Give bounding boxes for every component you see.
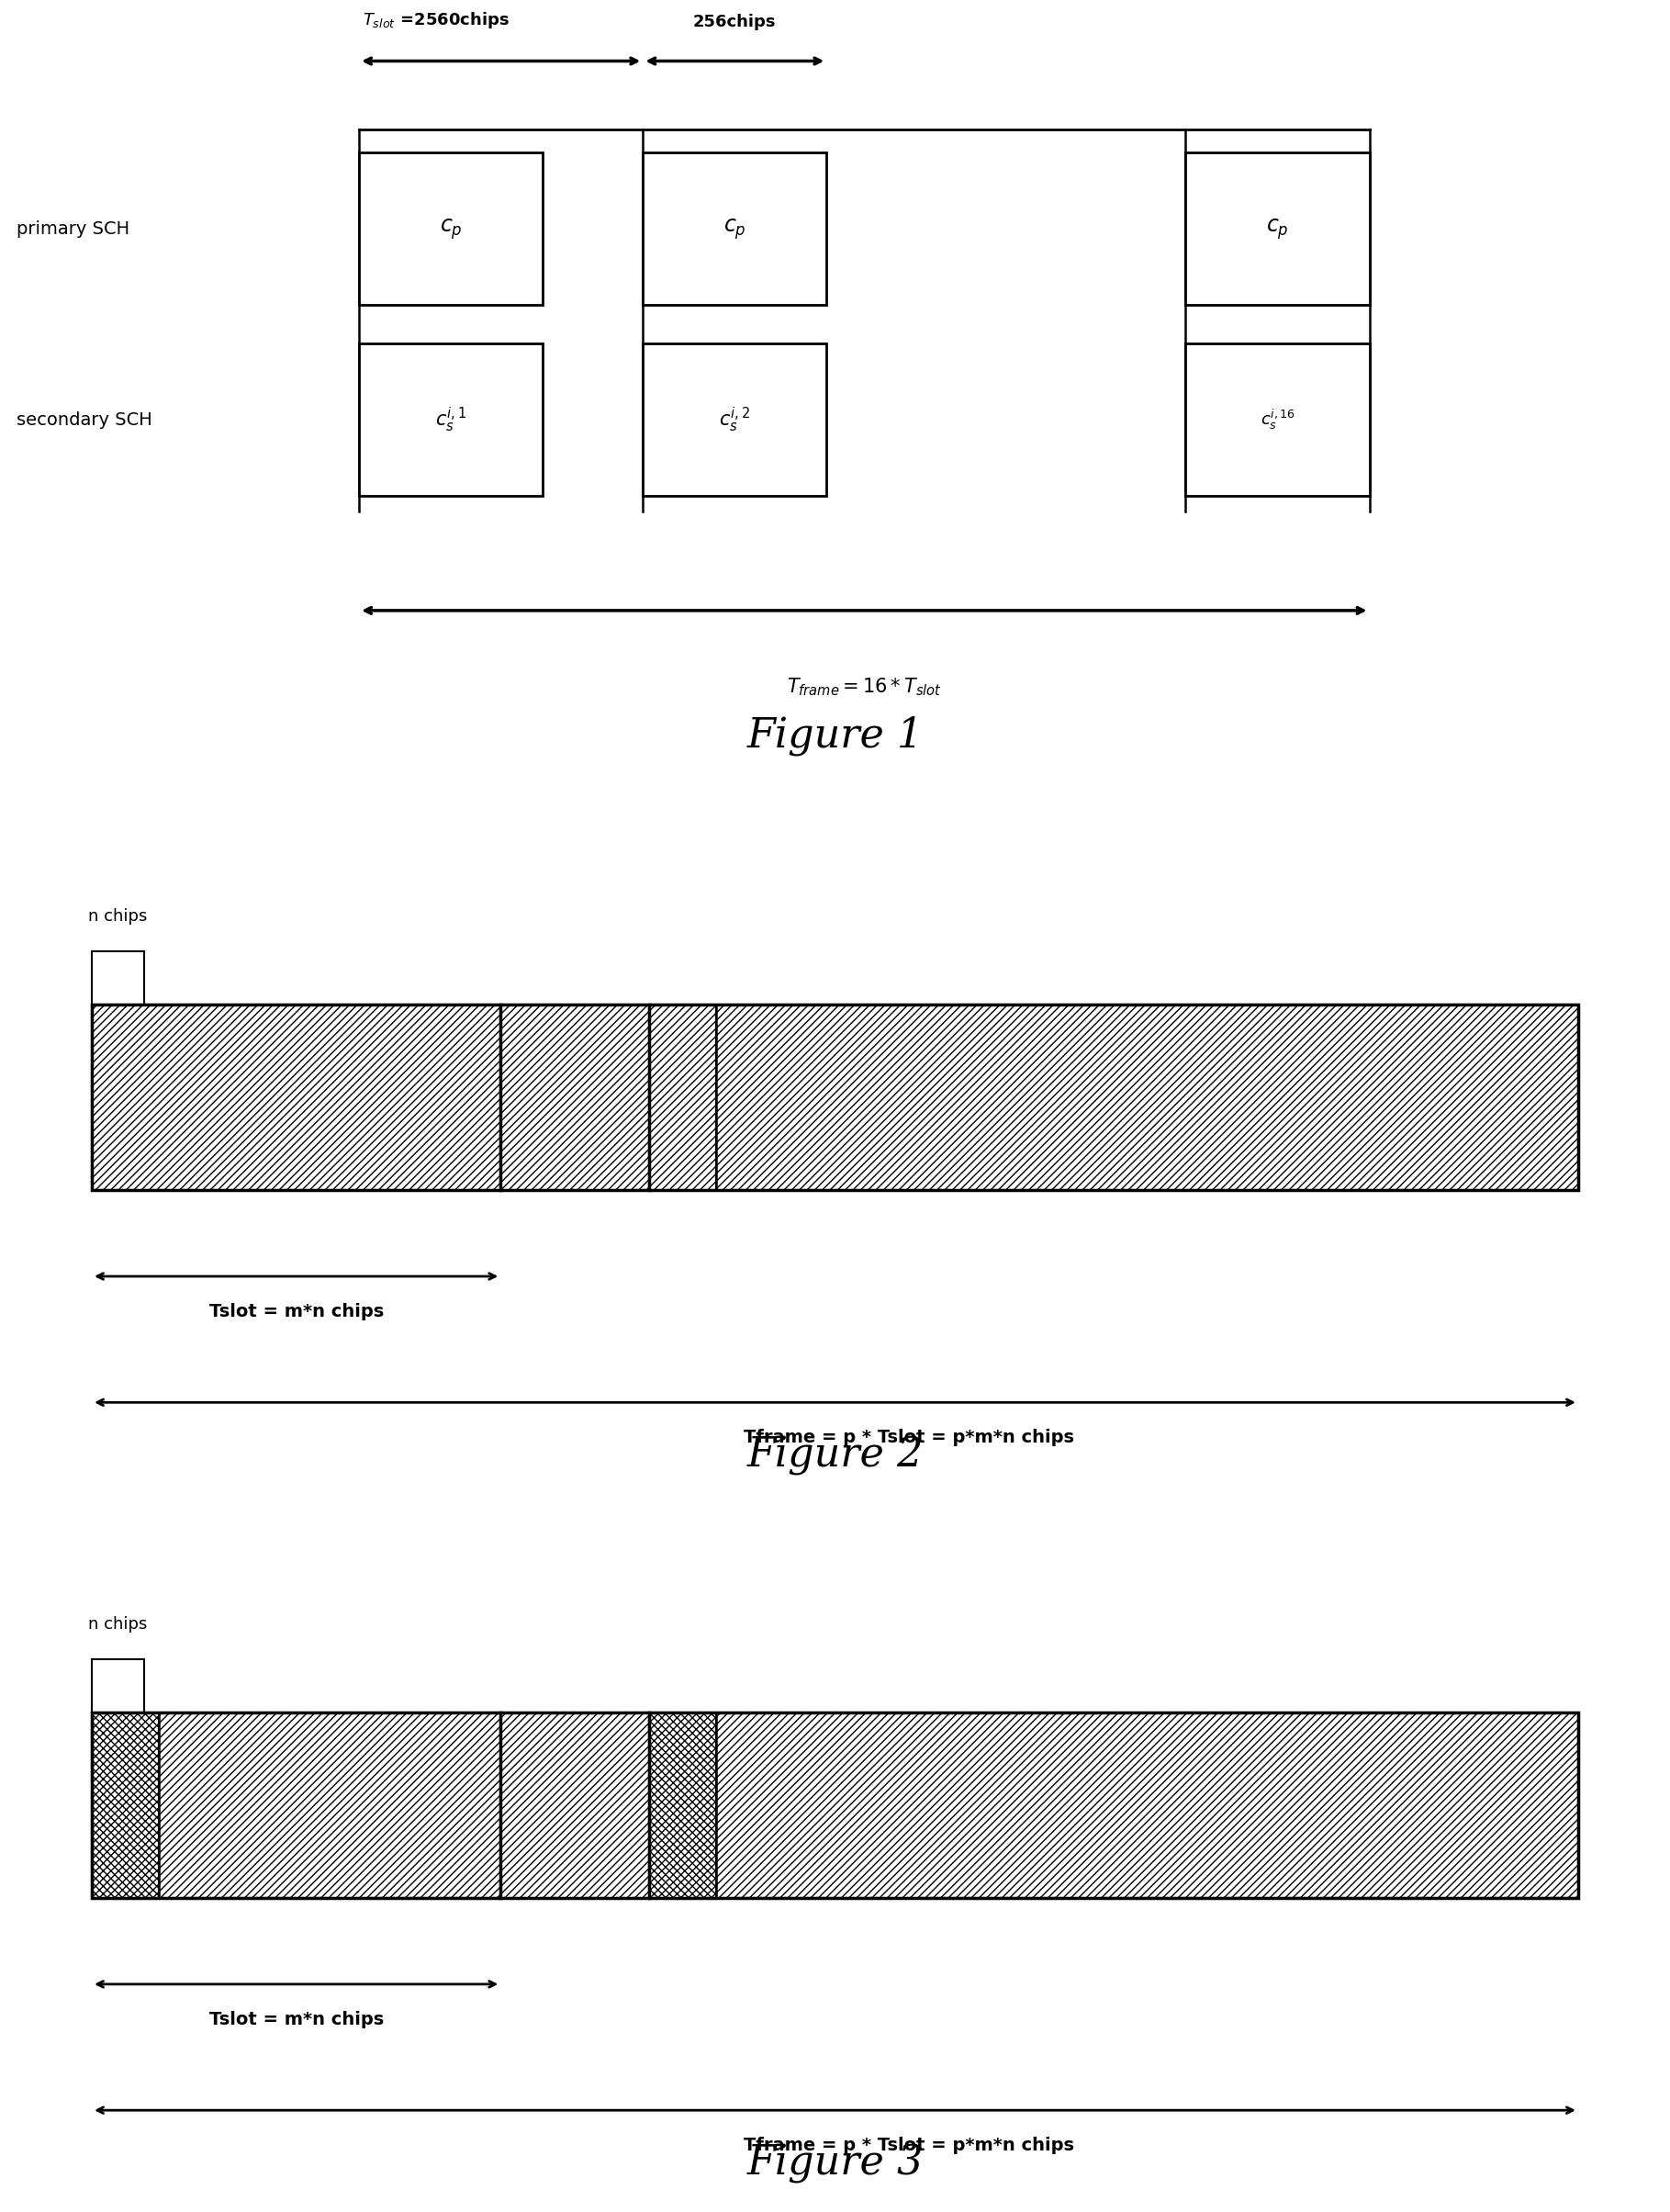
Bar <box>501 1004 650 1190</box>
Bar <box>643 343 827 495</box>
Text: Tslot = m*n chips: Tslot = m*n chips <box>209 1303 384 1321</box>
Text: primary SCH: primary SCH <box>17 221 130 237</box>
Bar <box>501 1712 650 1898</box>
Text: Figure 1: Figure 1 <box>746 714 924 757</box>
Text: $c_s^{i,2}$: $c_s^{i,2}$ <box>720 405 750 434</box>
Text: Figure 2: Figure 2 <box>746 1436 924 1475</box>
Bar <box>359 343 543 495</box>
Text: Tframe = p * Tslot = p*m*n chips: Tframe = p * Tslot = p*m*n chips <box>745 2137 1074 2154</box>
Bar <box>359 153 543 305</box>
Bar <box>716 1004 1578 1190</box>
Bar <box>650 1712 716 1898</box>
Text: $c_p$: $c_p$ <box>723 217 746 241</box>
Bar <box>159 1712 501 1898</box>
Text: $T_{slot}$ =2560chips: $T_{slot}$ =2560chips <box>362 11 509 31</box>
Text: 256chips: 256chips <box>693 13 777 31</box>
Text: Tframe = p * Tslot = p*m*n chips: Tframe = p * Tslot = p*m*n chips <box>745 1429 1074 1447</box>
Text: n chips: n chips <box>89 1617 147 1632</box>
Text: $c_s^{i,1}$: $c_s^{i,1}$ <box>436 405 466 434</box>
Text: n chips: n chips <box>89 909 147 925</box>
Bar <box>1186 343 1369 495</box>
Bar <box>92 1004 1578 1190</box>
Text: secondary SCH: secondary SCH <box>17 411 152 429</box>
Bar <box>92 1712 159 1898</box>
Text: Tslot = m*n chips: Tslot = m*n chips <box>209 2011 384 2028</box>
Bar <box>716 1712 1578 1898</box>
Text: $c_p$: $c_p$ <box>1266 217 1289 241</box>
Bar <box>643 153 827 305</box>
Bar <box>92 1004 501 1190</box>
Bar <box>92 1712 1578 1898</box>
Text: $T_{frame}=16*T_{slot}$: $T_{frame}=16*T_{slot}$ <box>787 677 942 697</box>
Text: Figure 3: Figure 3 <box>746 2143 924 2183</box>
Text: $c_p$: $c_p$ <box>439 217 463 241</box>
Text: $c_s^{i,16}$: $c_s^{i,16}$ <box>1261 407 1294 431</box>
Bar <box>650 1004 716 1190</box>
Bar <box>1186 153 1369 305</box>
